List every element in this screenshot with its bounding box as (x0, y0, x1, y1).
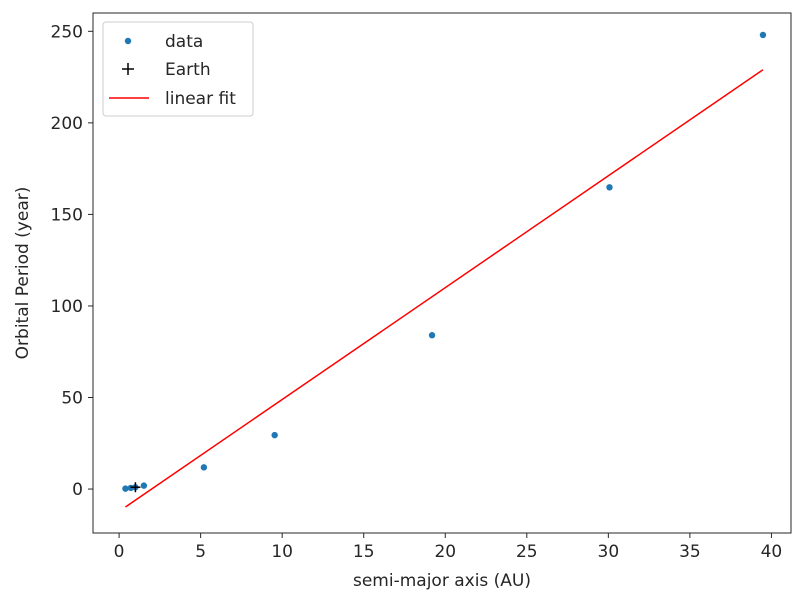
legend: data Earth linear fit (102, 21, 254, 117)
x-tick-label: 15 (353, 542, 375, 562)
data-point (606, 184, 613, 191)
legend-marker-earth (122, 63, 134, 75)
y-tick-label: 250 (51, 22, 83, 42)
y-axis-label: Orbital Period (year) (13, 187, 33, 360)
x-tick-label: 30 (598, 542, 620, 562)
plot-layer (122, 31, 767, 508)
legend-box (102, 21, 254, 117)
x-tick-label: 20 (434, 542, 456, 562)
legend-marker-data (124, 37, 132, 45)
x-tick-label: 40 (761, 542, 783, 562)
linear-fit-line (125, 69, 764, 508)
x-tick-label: 35 (679, 542, 701, 562)
data-point (428, 332, 436, 339)
y-axis-ticks: 0 50 100 150 200 250 (51, 22, 93, 500)
x-tick-label: 10 (271, 542, 293, 562)
y-tick-label: 150 (51, 205, 83, 225)
x-axis-label: semi-major axis (AU) (353, 571, 531, 591)
x-tick-label: 25 (516, 542, 538, 562)
legend-label-linear-fit: linear fit (165, 89, 236, 109)
x-axis-ticks: 0 5 10 15 20 25 30 35 40 (114, 533, 783, 562)
earth-marker (130, 482, 141, 493)
legend-label-earth: Earth (165, 60, 211, 80)
plot-area-frame (92, 12, 792, 534)
y-tick-label: 50 (61, 389, 83, 409)
x-tick-label: 5 (195, 542, 206, 562)
data-point (140, 482, 148, 489)
data-point (200, 464, 208, 471)
legend-label-data: data (165, 32, 203, 52)
y-tick-label: 200 (51, 114, 83, 134)
data-point (122, 485, 129, 492)
data-point (271, 431, 278, 439)
x-tick-label: 0 (114, 542, 125, 562)
y-tick-label: 0 (72, 480, 83, 500)
data-point (759, 31, 767, 39)
y-tick-label: 100 (51, 297, 83, 317)
